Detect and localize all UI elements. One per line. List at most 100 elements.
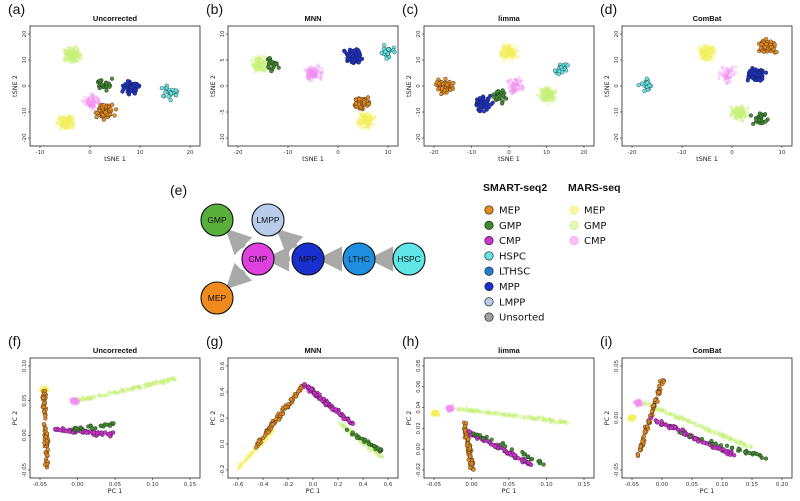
point-marscmp <box>92 99 96 103</box>
point-marsgmp <box>540 95 544 99</box>
point-marsgmp <box>543 95 547 99</box>
point-marscmp <box>515 82 520 86</box>
point-marsgmp <box>736 113 740 117</box>
point-marsgmp <box>72 56 76 60</box>
point-marsmep <box>504 47 508 51</box>
point-marsgmp <box>740 113 744 117</box>
point-marscmp <box>91 97 95 101</box>
point-marsmep <box>59 121 63 125</box>
point-marsmep <box>510 50 514 55</box>
point-marsgmp <box>359 441 363 445</box>
point-marsmep <box>502 52 506 57</box>
point-marscmp <box>637 401 641 405</box>
point-marscmp <box>726 71 730 75</box>
point-marsmep <box>506 48 510 52</box>
point-marscmp <box>634 402 638 406</box>
point-marsgmp <box>467 409 471 413</box>
point-marsgmp <box>255 64 259 68</box>
point-marsgmp <box>362 443 367 447</box>
point-marscmp <box>73 401 77 405</box>
point-marsgmp <box>73 56 77 60</box>
point-marsgmp <box>547 96 551 100</box>
point-marscmp <box>636 403 641 407</box>
point-marsgmp <box>679 415 684 419</box>
point-marsgmp <box>116 390 121 394</box>
point-marsmep <box>67 116 71 120</box>
point-marsgmp <box>740 111 744 115</box>
point-marscmp <box>310 73 314 77</box>
point-marsgmp <box>342 425 346 429</box>
point-marsgmp <box>691 421 695 425</box>
point-marsgmp <box>74 399 78 403</box>
point-marsgmp <box>505 414 510 418</box>
point-marsgmp <box>737 113 741 117</box>
point-marsgmp <box>738 107 743 111</box>
point-marsgmp <box>740 114 744 118</box>
point-marscmp <box>311 68 315 72</box>
point-marsgmp <box>736 110 740 115</box>
point-marsmep <box>510 55 514 59</box>
point-marsgmp <box>742 108 746 112</box>
point-marscmp <box>728 75 733 80</box>
point-marscmp <box>515 87 519 91</box>
point-marsmep <box>56 116 60 120</box>
point-marscmp <box>319 77 323 82</box>
point-marsgmp <box>746 110 750 114</box>
point-marsgmp <box>736 117 740 121</box>
point-marsmep <box>631 413 636 418</box>
point-marsmep <box>247 454 251 458</box>
x-tick-label: -0.05 <box>427 482 442 488</box>
point-marsgmp <box>256 58 260 62</box>
point-marsgmp <box>527 416 531 420</box>
point-marsgmp <box>677 416 681 420</box>
point-marsmep <box>505 50 510 54</box>
point-marsmep <box>700 47 705 52</box>
point-marsmep <box>432 411 436 415</box>
point-marsgmp <box>485 410 489 414</box>
point-hspc <box>161 93 166 99</box>
point-marsgmp <box>69 49 73 54</box>
point-marscmp <box>637 402 641 406</box>
point-marsmep <box>629 417 633 421</box>
point-marsgmp <box>68 56 72 60</box>
point-marsgmp <box>167 377 171 381</box>
x-axis-label: PC 1 <box>108 487 123 495</box>
point-marscmp <box>516 87 521 91</box>
points-f <box>38 375 177 470</box>
plot-frame-b <box>227 25 399 147</box>
point-marsgmp <box>114 390 118 395</box>
point-marscmp <box>76 400 80 404</box>
point-marsgmp <box>546 88 550 92</box>
point-marsmep <box>64 126 68 130</box>
point-hspc <box>644 76 649 81</box>
point-marsgmp <box>705 424 709 428</box>
y-tick-label: 0 <box>220 84 226 88</box>
point-marsgmp <box>261 59 265 64</box>
point-marsgmp <box>485 410 490 414</box>
point-marsmep <box>366 122 370 126</box>
point-marscmp <box>638 402 642 406</box>
x-tick-label: 0.05 <box>109 482 122 488</box>
point-marscmp <box>73 399 77 403</box>
point-marscmp <box>69 397 73 401</box>
point-marsgmp <box>548 92 552 96</box>
point-marsmep <box>63 121 67 125</box>
point-marsgmp <box>486 411 490 415</box>
point-marsgmp <box>738 111 742 116</box>
point-marsmep <box>700 52 704 56</box>
point-marsgmp <box>260 56 264 60</box>
point-marsgmp <box>130 386 134 390</box>
point-marsmep <box>433 410 437 414</box>
point-marsmep <box>630 417 634 421</box>
point-marsgmp <box>731 110 735 114</box>
point-marsmep <box>433 411 437 415</box>
point-marsmep <box>367 116 371 120</box>
point-marsgmp <box>735 112 739 116</box>
point-marsgmp <box>563 420 567 425</box>
point-marsgmp <box>726 437 730 441</box>
point-marsgmp <box>735 107 739 111</box>
point-marsmep <box>503 47 507 51</box>
point-marsmep <box>631 416 635 420</box>
point-marsgmp <box>743 110 747 114</box>
point-marsmep <box>503 55 507 59</box>
